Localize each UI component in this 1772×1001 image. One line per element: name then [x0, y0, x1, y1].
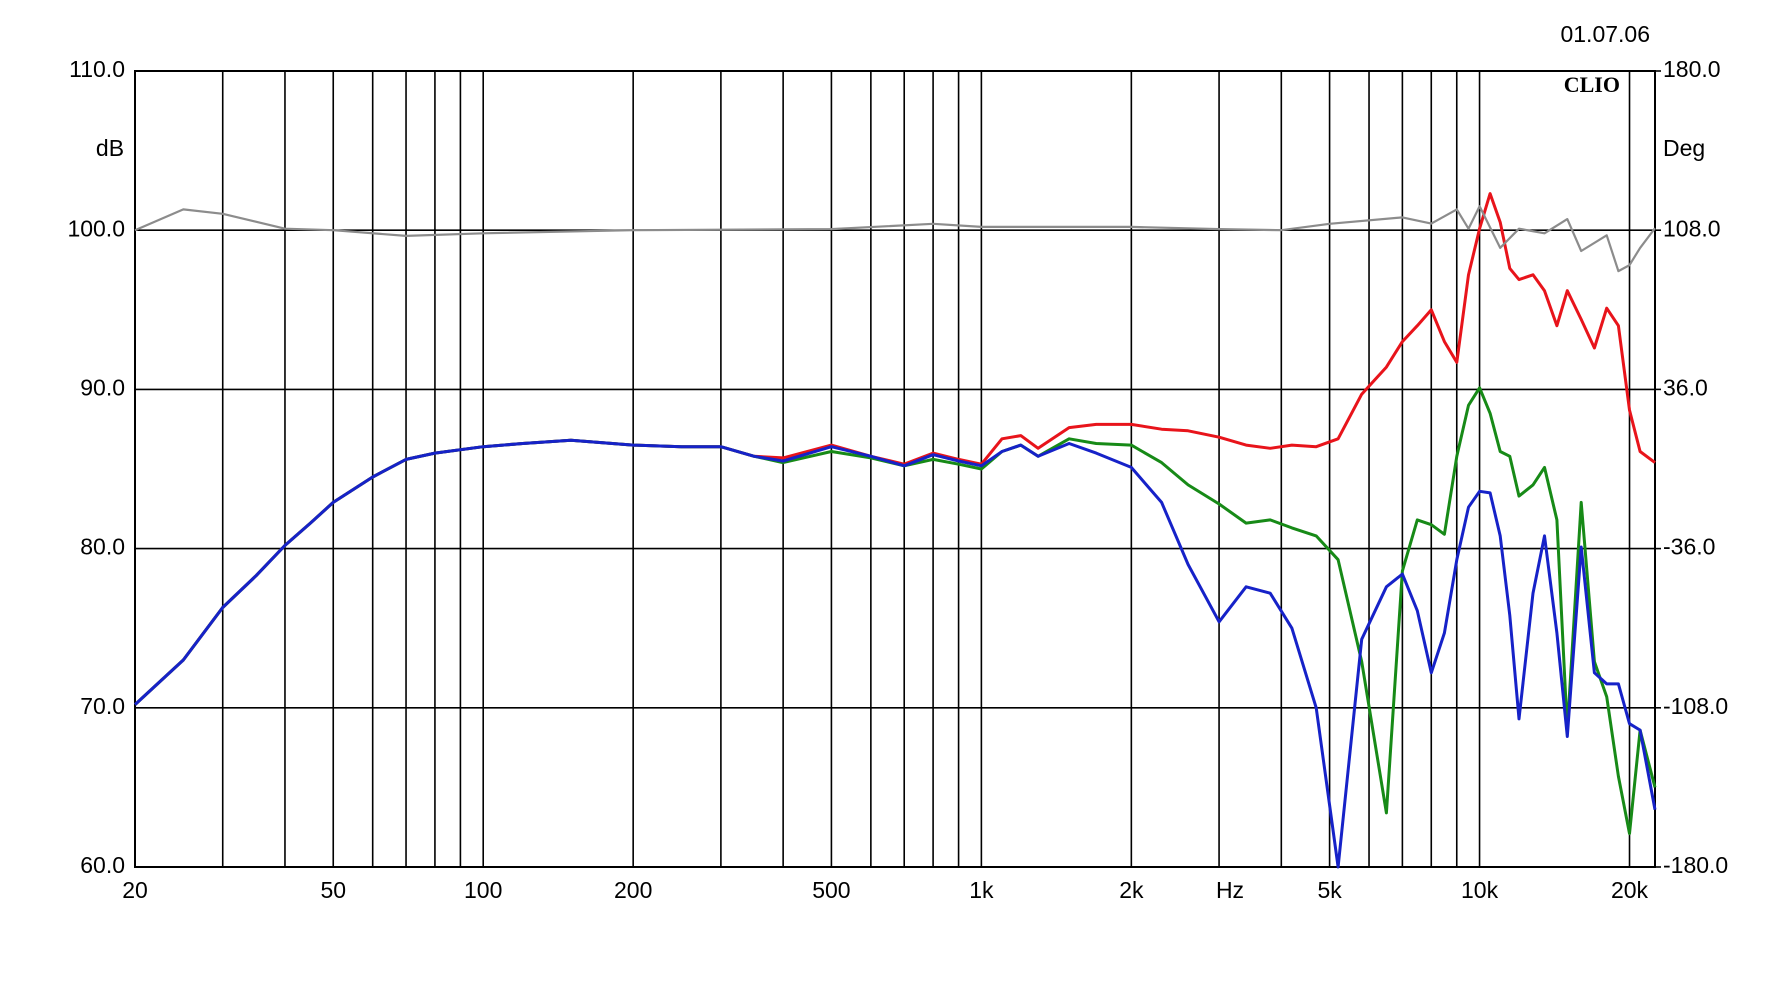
y2-tick-label: 108.0 — [1663, 215, 1721, 241]
x-tick-label: 500 — [812, 877, 850, 903]
x-tick-label: 5k — [1317, 877, 1342, 903]
y2-tick-label: 180.0 — [1663, 56, 1721, 82]
date: 01.07.06 — [1560, 21, 1650, 47]
chart-title: CLIO — [1564, 72, 1620, 97]
y-tick-label: 90.0 — [80, 374, 125, 400]
y2-tick-label: -180.0 — [1663, 852, 1728, 878]
y-axis-label: dB — [96, 135, 124, 161]
x-tick-label: 10k — [1461, 877, 1499, 903]
series-line — [134, 205, 1656, 273]
x-axis-label: Hz — [1216, 877, 1244, 903]
x-tick-label: 2k — [1119, 877, 1144, 903]
y2-tick-label: 36.0 — [1663, 374, 1708, 400]
y-tick-label: 110.0 — [69, 56, 125, 82]
x-tick-label: 50 — [320, 877, 346, 903]
y-tick-label: 60.0 — [80, 852, 125, 878]
x-tick-label: 200 — [614, 877, 652, 903]
x-tick-label: 1k — [969, 877, 994, 903]
y2-axis-label: Deg — [1663, 135, 1705, 161]
y-tick-label: 70.0 — [80, 693, 125, 719]
y2-tick-label: -36.0 — [1663, 534, 1715, 560]
plot-frame — [134, 70, 1656, 868]
y-tick-label: 100.0 — [67, 215, 125, 241]
series-line — [133, 438, 1657, 869]
y-tick-label: 80.0 — [80, 534, 125, 560]
x-tick-label: 100 — [464, 877, 502, 903]
y2-tick-label: -108.0 — [1663, 693, 1728, 719]
x-tick-label: 20 — [122, 877, 148, 903]
x-tick-label: 20k — [1611, 877, 1649, 903]
